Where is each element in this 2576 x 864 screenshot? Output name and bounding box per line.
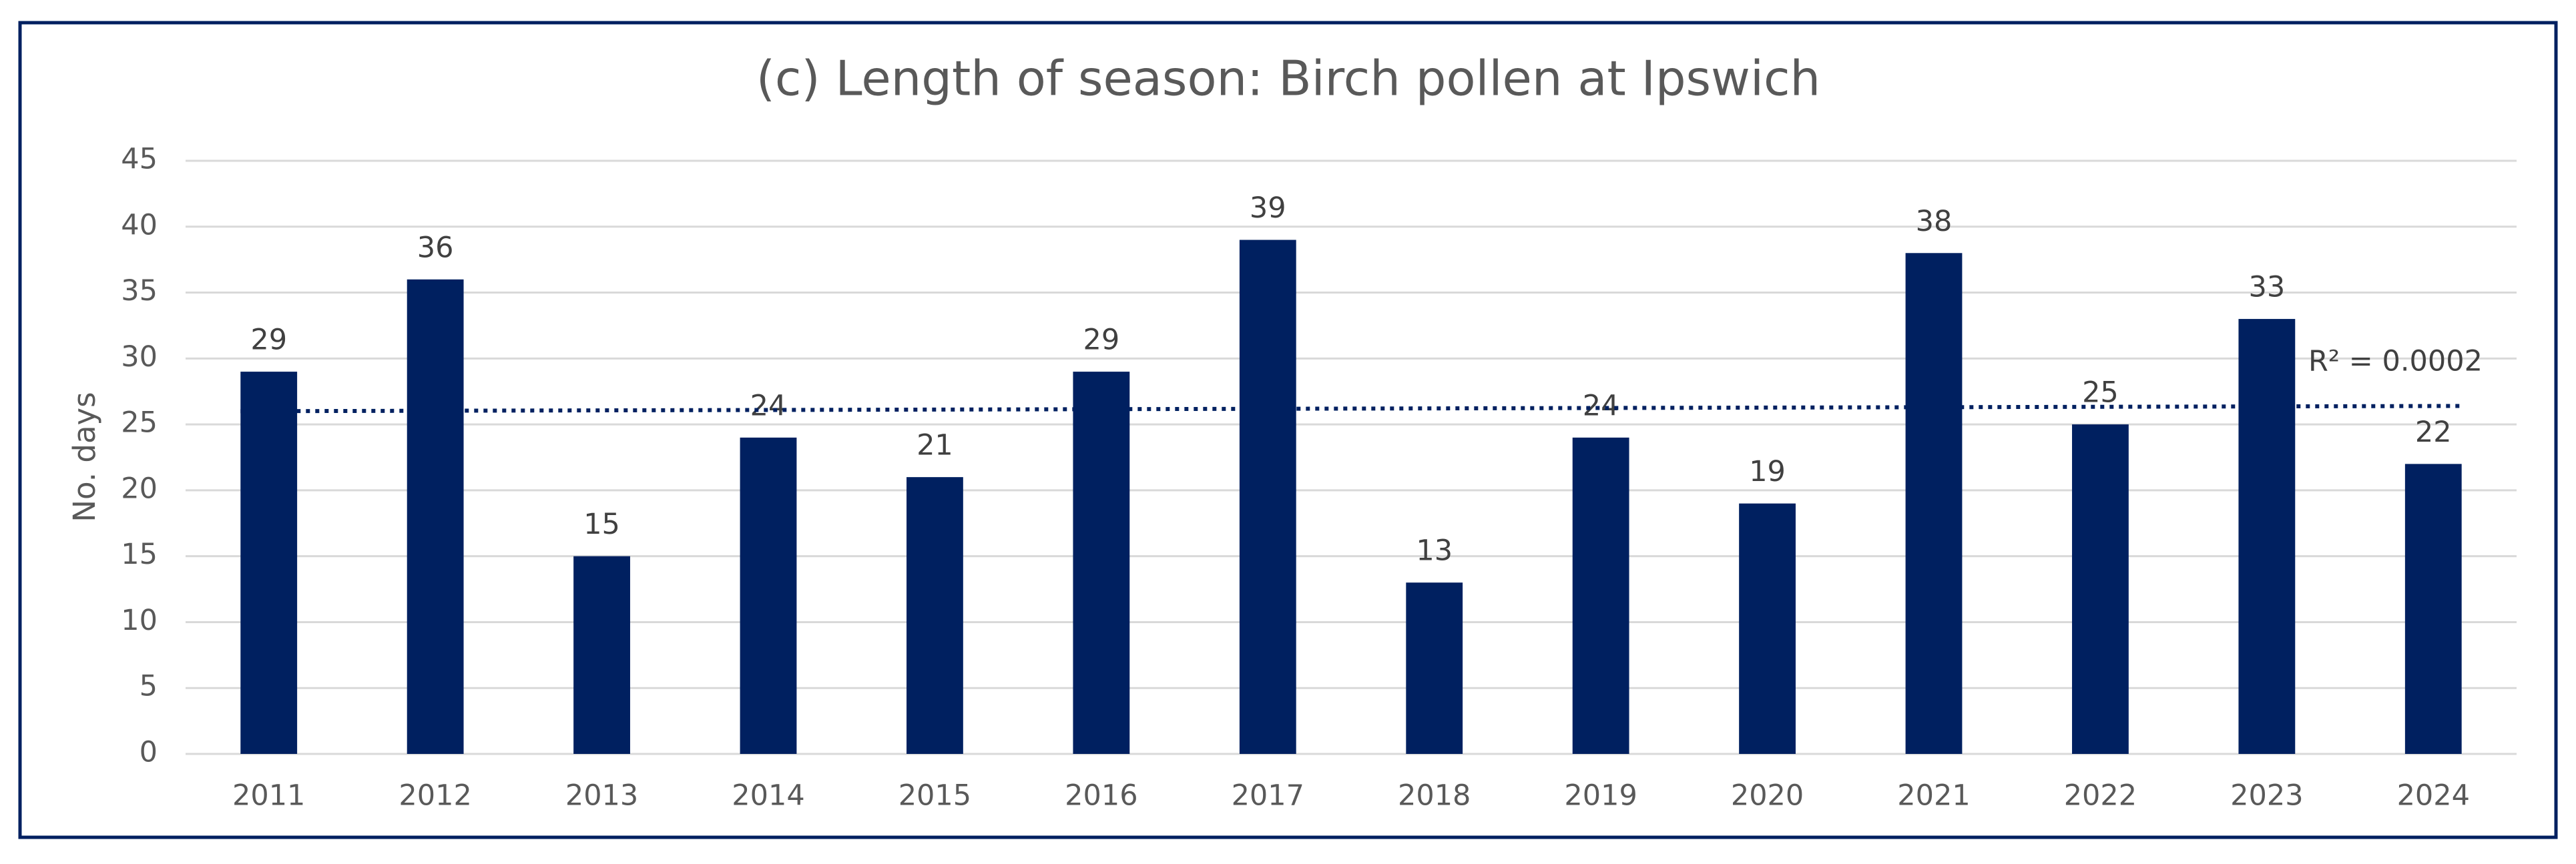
bar (573, 556, 630, 754)
trendline (240, 404, 2462, 414)
bar (1905, 253, 1963, 754)
y-tick-label: 5 (140, 670, 158, 703)
y-tick-label: 20 (121, 472, 158, 505)
x-tick-label: 2015 (898, 779, 971, 813)
x-tick-label: 2014 (732, 779, 804, 813)
bar (1572, 437, 1629, 754)
data-label: 39 (1250, 191, 1286, 225)
y-tick-label: 10 (121, 604, 158, 637)
x-tick-label: 2017 (1232, 779, 1304, 813)
bar (407, 279, 464, 754)
x-tick-label: 2024 (2397, 779, 2470, 813)
x-tick-label: 2022 (2064, 779, 2137, 813)
data-label: 38 (1916, 205, 1953, 238)
data-label: 33 (2248, 271, 2285, 304)
y-tick-label: 0 (140, 736, 158, 769)
data-label: 13 (1416, 534, 1453, 568)
bar (1073, 372, 1130, 754)
data-label: 29 (250, 324, 287, 357)
y-axis-label: No. days (67, 392, 102, 522)
x-tick-label: 2018 (1398, 779, 1471, 813)
data-label: 25 (2082, 376, 2119, 410)
x-tick-label: 2021 (1897, 779, 1970, 813)
bar (2238, 319, 2296, 755)
y-tick-label: 15 (121, 538, 158, 571)
data-label: 29 (1083, 324, 1119, 357)
bar (240, 372, 298, 754)
data-label: 24 (750, 389, 787, 422)
x-tick-label: 2020 (1731, 779, 1804, 813)
x-tick-label: 2016 (1065, 779, 1137, 813)
y-tick-label: 30 (121, 340, 158, 374)
y-tick-label: 40 (121, 208, 158, 242)
chart-title: (c) Length of season: Birch pollen at Ip… (756, 51, 1820, 107)
x-tick-label: 2012 (399, 779, 471, 813)
bar (907, 477, 963, 754)
y-tick-label: 25 (121, 406, 158, 440)
data-label: 15 (583, 508, 620, 541)
data-label: 24 (1583, 389, 1619, 422)
x-tick-label: 2019 (1564, 779, 1637, 813)
bar (1239, 240, 1296, 754)
data-label: 36 (417, 231, 454, 264)
x-tick-label: 2011 (232, 779, 305, 813)
x-tick-label: 2013 (565, 779, 638, 813)
y-tick-label: 35 (121, 274, 158, 308)
data-label: 21 (917, 429, 953, 462)
y-tick-label: 45 (121, 143, 158, 176)
x-tick-label: 2023 (2230, 779, 2303, 813)
data-label: 22 (2415, 416, 2452, 449)
bar (1739, 503, 1796, 754)
data-label: 19 (1749, 455, 1786, 488)
trendline-label: R² = 0.0002 (2308, 345, 2483, 378)
bar (2072, 424, 2129, 754)
bar (740, 437, 797, 754)
bar (1406, 582, 1463, 754)
bar (2404, 464, 2462, 754)
